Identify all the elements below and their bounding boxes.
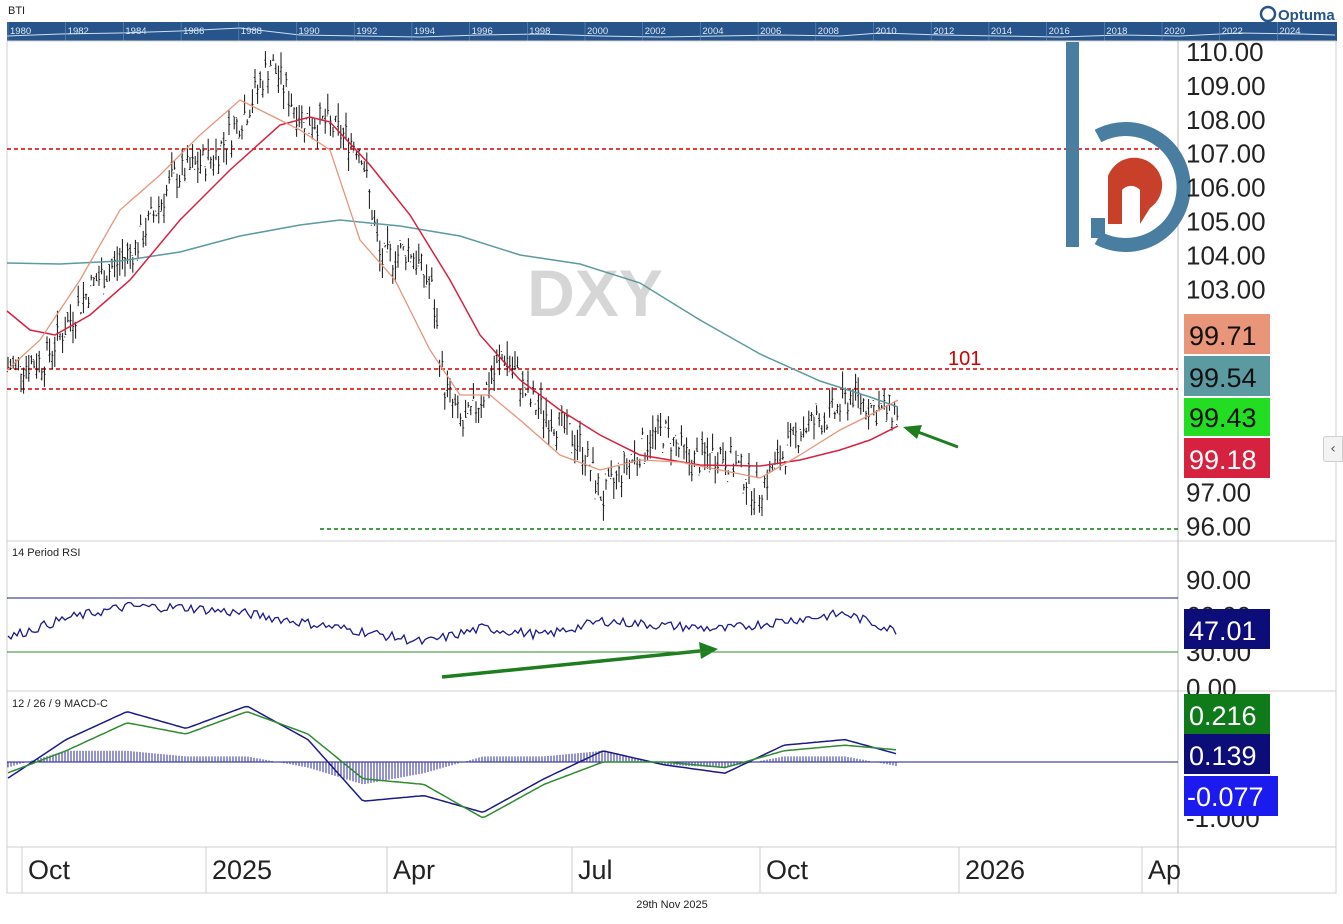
- annotation-101: 101: [948, 348, 981, 370]
- rsi-line: [7, 601, 897, 646]
- macd-last-value: 0.139: [1189, 741, 1257, 771]
- date-axis-frame: [6, 846, 1337, 894]
- price-axis: 110.00 109.00 108.00 107.00 106.00 105.00104.…: [1186, 37, 1266, 542]
- histogram-last-value: -0.077: [1187, 782, 1264, 812]
- ma-mid-last-value-bg: [1184, 438, 1270, 478]
- macd-panel-title: 12 / 26 / 9 MACD-C: [12, 698, 108, 710]
- price-tick-label: 106.00: [1186, 173, 1266, 203]
- arrow-head-icon: [903, 425, 922, 439]
- overview-year-label: 1982: [68, 26, 89, 37]
- macd-panel-frame: [6, 690, 1337, 848]
- overview-year-label: 1998: [529, 26, 550, 37]
- price-bars: [6, 51, 899, 521]
- macd-line: [7, 705, 897, 813]
- price-tick-label: 110.00: [1186, 37, 1264, 67]
- rsi-last-value-bg: [1184, 609, 1270, 649]
- rsi-last-value: 47.01: [1189, 616, 1257, 646]
- signal-last-value: 0.216: [1189, 701, 1257, 731]
- date-tick-label: 2025: [212, 855, 272, 885]
- overview-year-label: 2014: [991, 26, 1012, 37]
- overview-year-label: 2010: [876, 26, 897, 37]
- overview-year-label: 2024: [1279, 26, 1300, 37]
- rsi-panel-frame: [6, 540, 1337, 692]
- overview-strip[interactable]: 1980 1982 1984 1986 1988 1990 1992 1994 1996 1998…: [6, 22, 1337, 41]
- overview-year-label: 2022: [1222, 26, 1243, 37]
- date-tick-label: 2026: [965, 855, 1025, 885]
- ma-mid-last-value: 99.18: [1189, 445, 1257, 475]
- brand-name: Optuma: [1278, 7, 1335, 24]
- rsi-tick-label: 90.00: [1186, 565, 1251, 595]
- overview-year-label: 2002: [645, 26, 666, 37]
- date-tick-label: Oct: [766, 855, 809, 885]
- overview-year-label: 1986: [183, 26, 204, 37]
- overview-year-label: 1984: [125, 26, 146, 37]
- price-tick-label: 104.00: [1186, 240, 1266, 270]
- overview-history-line: [6, 27, 1336, 38]
- overview-year-label: 1994: [414, 26, 435, 37]
- ma-slow-line: [6, 219, 899, 408]
- price-reference-lines: [7, 148, 1178, 530]
- date-tick-label: Jul: [578, 855, 613, 885]
- price-tick-label: 109.00: [1186, 71, 1266, 101]
- histogram-last-value-bg: [1184, 776, 1278, 816]
- last-value-badges: 99.71 99.54 99.43 99.18 47.01 0.216 0.139 -0.07…: [1184, 314, 1278, 816]
- ma-fast-last-value-bg: [1184, 314, 1270, 354]
- overview-year-label: 2012: [933, 26, 954, 37]
- overview-year-label: 1988: [241, 26, 262, 37]
- chart-watermark: DXY: [527, 256, 663, 330]
- rsi-panel-title: 14 Period RSI: [12, 547, 80, 559]
- optuma-logo: Optuma: [1259, 5, 1335, 24]
- price-arrow: [903, 425, 959, 449]
- price-tick-label: 105.00: [1186, 207, 1266, 237]
- overview-year-label: 2000: [587, 26, 608, 37]
- macd-histogram: [7, 750, 897, 785]
- date-tick-label: Apr: [393, 855, 435, 885]
- overview-year-label: 1996: [472, 26, 493, 37]
- signal-last-value-bg: [1184, 694, 1270, 734]
- arrow-head-icon: [699, 642, 718, 659]
- date-axis: Oct 2025 Apr Jul Oct 2026 Ap: [21, 847, 1181, 893]
- overview-year-label: 1990: [299, 26, 320, 37]
- price-last-value: 99.43: [1189, 403, 1257, 433]
- rsi-arrow: [441, 642, 718, 679]
- ma-slow-last-value: 99.54: [1189, 363, 1257, 393]
- date-tick-label: Ap: [1148, 855, 1181, 885]
- date-tick-label: Oct: [28, 855, 71, 885]
- ma-fast-last-value: 99.71: [1189, 321, 1257, 351]
- collapse-panel-button[interactable]: ‹: [1323, 436, 1343, 462]
- macd-last-value-bg: [1184, 734, 1270, 774]
- overview-year-label: 2018: [1106, 26, 1127, 37]
- hemispheric-logo-icon: [1066, 42, 1191, 252]
- overview-year-label: 2008: [818, 26, 839, 37]
- overview-year-label: 2004: [702, 26, 723, 37]
- price-tick-label: 107.00: [1186, 139, 1266, 169]
- price-tick-label: 97.00: [1186, 478, 1251, 508]
- price-tick-label: 96.00: [1186, 512, 1251, 542]
- overview-year-label: 1980: [10, 26, 31, 37]
- overview-year-label: 2020: [1164, 26, 1185, 37]
- price-last-value-bg: [1184, 398, 1270, 436]
- price-tick-label: 108.00: [1186, 105, 1266, 135]
- overview-year-label: 2016: [1049, 26, 1070, 37]
- symbol-label: BTI: [8, 5, 25, 17]
- footer-date: 29th Nov 2025: [636, 899, 708, 911]
- ma-slow-last-value-bg: [1184, 356, 1270, 396]
- ma-fast-line: [6, 99, 899, 479]
- price-panel-frame: [6, 40, 1337, 542]
- optuma-mark-icon: [1259, 5, 1277, 23]
- macd-signal-line: [7, 711, 897, 819]
- ma-mid-line: [6, 116, 899, 467]
- overview-year-label: 2006: [760, 26, 781, 37]
- price-tick-label: 103.00: [1186, 274, 1266, 304]
- overview-year-label: 1992: [356, 26, 377, 37]
